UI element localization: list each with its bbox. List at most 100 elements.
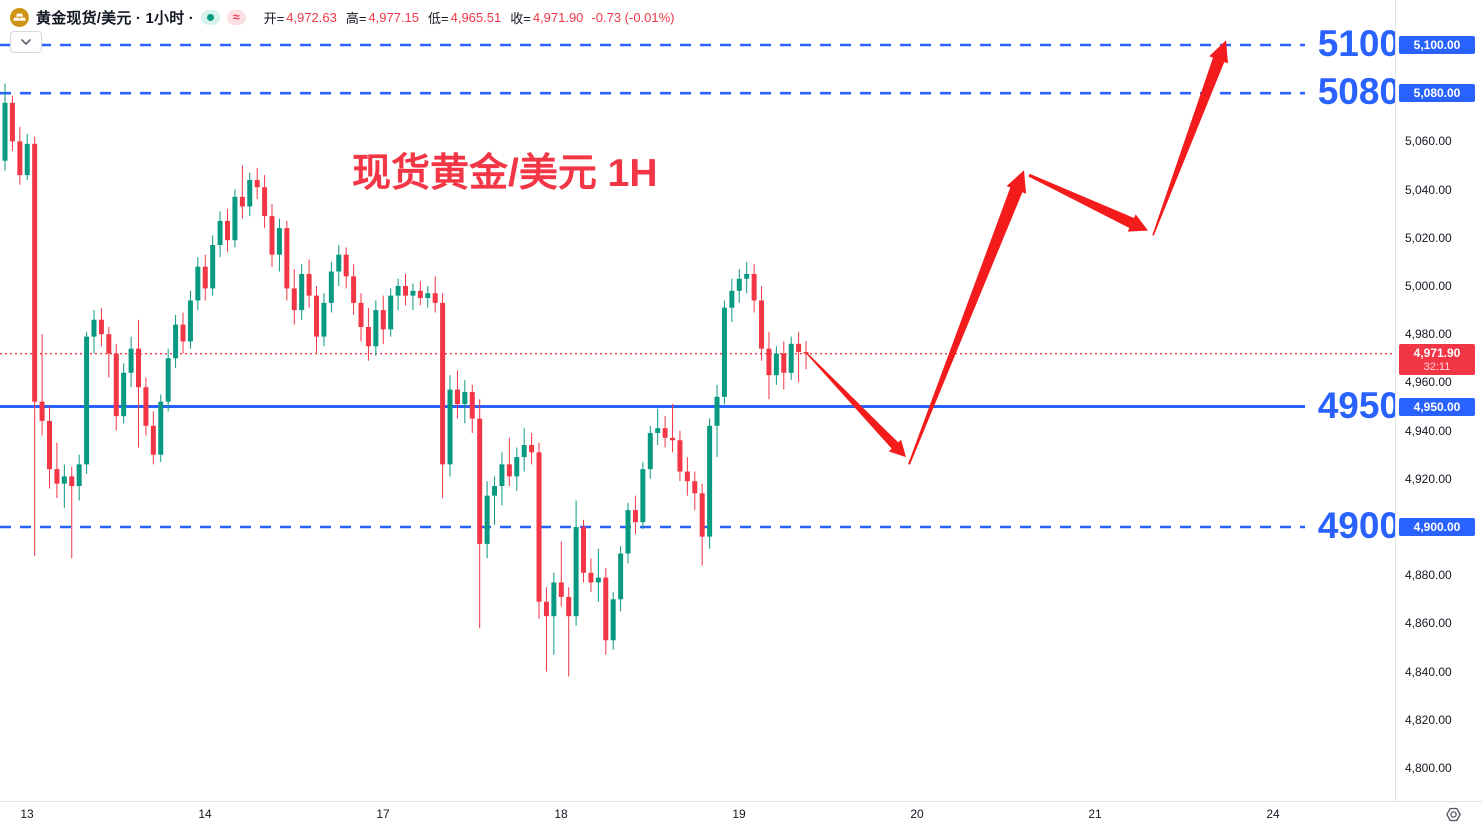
candle-body: [781, 353, 787, 373]
candle-body: [69, 476, 75, 487]
time-tick: 18: [554, 807, 568, 821]
candle-body: [54, 469, 60, 484]
market-open-dot-icon: [207, 13, 215, 21]
candle-body: [306, 273, 312, 296]
candle-body: [217, 220, 223, 246]
time-tick: 20: [910, 807, 924, 821]
candle-body: [543, 601, 549, 617]
price-tick: 4,980.00: [1405, 327, 1452, 342]
candle-body: [225, 220, 231, 241]
current-price-tag: 4,971.90 32:11: [1399, 343, 1475, 375]
close-label: 收=: [510, 10, 531, 26]
candle-body: [98, 319, 104, 335]
candle-body: [425, 293, 431, 299]
candle-body: [165, 358, 171, 402]
candle-body: [210, 245, 216, 289]
candle-body: [276, 228, 282, 255]
candle-body: [610, 599, 616, 641]
candle-body: [432, 293, 438, 303]
time-tick: 13: [20, 807, 34, 821]
legend-collapse-button[interactable]: [10, 31, 42, 53]
level-label-4950[interactable]: 4950: [1317, 384, 1400, 426]
candle-body: [202, 266, 208, 289]
candle-body: [262, 187, 268, 217]
price-tick: 4,800.00: [1405, 761, 1452, 775]
price-tick: 4,880.00: [1405, 568, 1452, 583]
candle-body: [24, 143, 30, 176]
symbol-title[interactable]: 黄金现货/美元 · 1小时 ·: [36, 9, 195, 27]
candle-body: [625, 510, 631, 554]
candle-body: [187, 300, 193, 342]
bar-countdown: 32:11: [1423, 360, 1451, 373]
candle-body: [462, 392, 468, 405]
chart-annotation-title[interactable]: 现货黄金/美元 1H: [352, 152, 658, 195]
candle-body: [195, 266, 201, 301]
approx-data-icon[interactable]: ≈: [227, 9, 246, 25]
level-label-4900[interactable]: 4900: [1317, 505, 1400, 547]
candle-body: [373, 310, 379, 347]
projection-arrow-4[interactable]: [1152, 40, 1228, 236]
level-price-tag: 4,950.00: [1399, 397, 1475, 416]
candle-body: [351, 276, 357, 303]
candle-body: [299, 273, 305, 311]
candle-body: [773, 353, 779, 376]
candlestick-chart[interactable]: [0, 0, 1395, 802]
candle-body: [632, 510, 638, 523]
candle-body: [454, 389, 460, 405]
candle-body: [588, 572, 594, 583]
candle-body: [499, 464, 505, 487]
candle-body: [150, 425, 156, 455]
price-tick: 4,920.00: [1405, 471, 1452, 486]
candle-body: [506, 464, 512, 477]
level-label-5080[interactable]: 5080: [1317, 71, 1400, 113]
time-axis[interactable]: 13 14 17 18 19 20 21 24: [0, 801, 1482, 827]
candle-body: [640, 469, 646, 523]
candle-body: [113, 353, 119, 417]
candle-body: [61, 476, 67, 484]
candle-body: [714, 396, 720, 426]
low-label: 低=: [428, 10, 449, 26]
time-tick: 19: [732, 807, 746, 821]
candle-body: [677, 440, 683, 472]
candle-body: [662, 428, 668, 438]
high-value: 4,977.15: [368, 9, 420, 25]
candle-body: [551, 582, 557, 617]
candle-body: [328, 271, 334, 303]
open-label: 开=: [263, 10, 285, 26]
candle-body: [136, 348, 142, 388]
candle-body: [158, 401, 164, 455]
candle-body: [2, 102, 8, 161]
price-tick: 4,820.00: [1405, 712, 1452, 727]
candle-body: [618, 553, 624, 600]
price-axis[interactable]: 5,060.00 5,040.00 5,020.00 5,000.00 4,980.00…: [1395, 0, 1482, 802]
candle-body: [343, 254, 349, 277]
candle-body: [759, 300, 765, 349]
candle-body: [284, 228, 290, 289]
symbol-legend: 黄金现货/美元 · 1小时 · ≈ 开= 4,972.63 高= 4,977.15 …: [10, 6, 675, 28]
candle-body: [440, 302, 446, 465]
candle-body: [699, 493, 705, 537]
projection-arrow-3[interactable]: [1028, 173, 1148, 232]
price-tick: 5,000.00: [1405, 279, 1452, 293]
price-tick: 4,860.00: [1405, 616, 1452, 631]
axis-settings-gear-icon[interactable]: [1445, 806, 1462, 823]
projection-arrow-1[interactable]: [806, 353, 907, 458]
candle-body: [492, 486, 498, 496]
price-tick: 5,060.00: [1405, 134, 1452, 149]
candle-body: [796, 343, 802, 353]
level-label-5100[interactable]: 5100: [1317, 23, 1400, 65]
price-tick: 4,840.00: [1405, 664, 1452, 679]
candle-body: [558, 582, 564, 597]
candle-body: [410, 290, 416, 296]
candle-body: [91, 319, 97, 337]
candle-body: [803, 351, 809, 354]
change-value: -0.73 (-0.01%): [591, 9, 675, 25]
candle-body: [269, 216, 275, 255]
candle-body: [32, 143, 38, 402]
projection-arrow-2[interactable]: [908, 170, 1027, 465]
market-status-icon[interactable]: [201, 9, 221, 25]
level-price-tag: 5,100.00: [1399, 36, 1475, 54]
chevron-down-icon: [21, 39, 31, 45]
current-price-value: 4,971.90: [1413, 345, 1461, 360]
candle-body: [744, 273, 750, 279]
